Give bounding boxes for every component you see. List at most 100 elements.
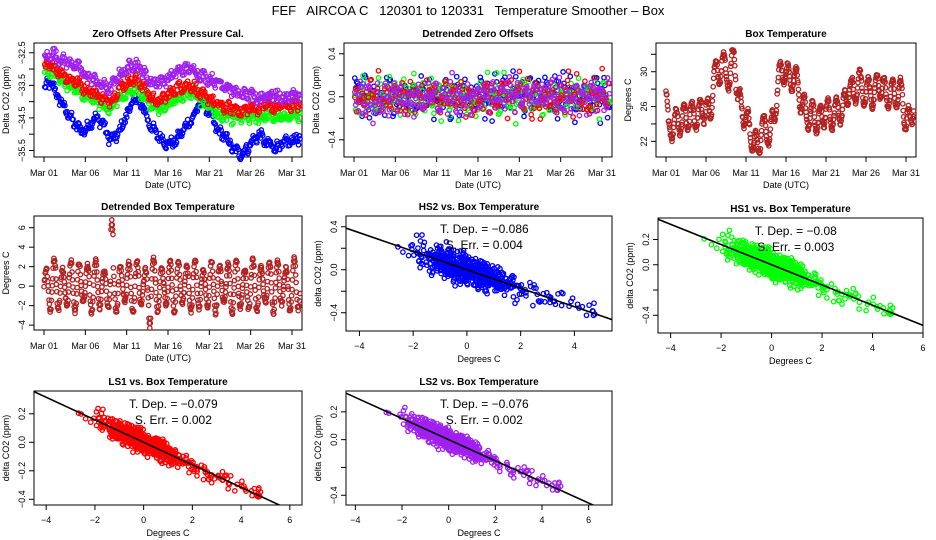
data-point: [268, 288, 275, 295]
x-tick-label: Mar 01: [30, 341, 58, 351]
x-tick-label: Mar 26: [237, 168, 265, 178]
data-point: [293, 279, 299, 286]
data-point: [150, 90, 157, 97]
data-point: [128, 290, 135, 297]
data-point: [101, 76, 108, 83]
x-tick-label: Mar 16: [464, 168, 492, 178]
data-point: [111, 273, 117, 280]
data-point: [91, 71, 98, 78]
y-tick-label: −35.5: [17, 139, 27, 162]
x-tick-label: Mar 26: [547, 168, 575, 178]
data-point: [512, 73, 519, 80]
data-point: [53, 48, 59, 54]
data-point: [163, 83, 169, 90]
data-point: [90, 99, 97, 106]
data-point: [850, 285, 857, 292]
data-point: [583, 312, 590, 319]
data-point: [604, 114, 611, 121]
x-tick-label: Mar 21: [195, 168, 223, 178]
data-point: [254, 139, 260, 146]
data-point: [230, 110, 236, 117]
data-point: [570, 114, 576, 120]
x-tick-label: Mar 26: [237, 341, 265, 351]
data-point: [564, 77, 571, 84]
data-point: [206, 292, 212, 299]
data-point: [447, 78, 454, 85]
x-tick-label: Mar 31: [278, 168, 306, 178]
x-tick-label: 2: [518, 341, 523, 351]
data-point: [272, 285, 279, 291]
data-point: [227, 137, 233, 144]
data-point: [145, 89, 152, 96]
data-point: [521, 113, 527, 120]
data-point: [73, 126, 80, 133]
panel-title: HS1 vs. Box Temperature: [730, 204, 851, 215]
data-point: [246, 120, 253, 127]
data-point: [210, 93, 216, 99]
data-point: [62, 102, 68, 109]
y-tick-label: 0.0: [641, 259, 651, 272]
data-point: [178, 133, 185, 140]
y-tick-label: 26: [639, 102, 649, 112]
data-point: [501, 292, 508, 299]
data-point: [529, 116, 535, 122]
data-point: [881, 310, 887, 317]
data-point: [899, 91, 906, 98]
y-tick-label: 30: [639, 67, 649, 77]
data-point: [184, 61, 191, 67]
plot-frame: [655, 42, 917, 158]
data-point: [209, 268, 216, 275]
data-point: [727, 70, 734, 77]
data-point: [795, 91, 802, 98]
data-point: [375, 75, 382, 81]
x-tick-label: Mar 01: [652, 168, 680, 178]
data-point: [411, 70, 417, 77]
data-point: [830, 298, 837, 305]
data-point: [842, 296, 848, 302]
data-point: [145, 302, 152, 309]
data-point: [664, 98, 671, 105]
x-tick-label: Mar 06: [71, 341, 99, 351]
data-point: [166, 140, 173, 147]
data-point: [419, 232, 425, 238]
data-point: [599, 65, 606, 72]
y-tick-label: 6: [17, 225, 27, 230]
data-point: [856, 306, 862, 312]
data-point: [194, 108, 201, 115]
data-point: [110, 231, 116, 238]
x-axis-label: Degrees C: [769, 356, 813, 366]
data-point: [264, 285, 271, 292]
data-point: [484, 69, 491, 76]
data-point: [152, 126, 159, 133]
data-point: [50, 80, 57, 87]
data-point: [267, 138, 274, 145]
y-tick-label: −34.5: [17, 107, 27, 130]
data-point: [709, 104, 715, 111]
data-point: [120, 286, 126, 292]
x-tick-label: Mar 06: [381, 168, 409, 178]
data-point: [565, 68, 572, 75]
data-point: [489, 118, 495, 124]
data-point: [86, 273, 92, 280]
data-point: [166, 93, 172, 100]
x-tick-label: Mar 01: [340, 168, 368, 178]
x-axis-label: Date (UTC): [455, 180, 501, 190]
series-box-temperature: [663, 47, 917, 157]
x-tick-label: −4: [665, 343, 675, 353]
data-point: [123, 111, 129, 118]
data-point: [61, 99, 68, 106]
data-point: [295, 118, 302, 125]
data-point: [127, 60, 134, 66]
data-point: [260, 281, 266, 288]
data-point: [290, 104, 297, 110]
x-tick-label: −2: [716, 343, 726, 353]
data-point: [910, 108, 917, 114]
data-point: [114, 134, 120, 140]
data-point: [123, 95, 129, 102]
data-point: [530, 302, 536, 309]
x-tick-label: 0: [769, 343, 774, 353]
data-point: [528, 111, 535, 118]
data-point: [452, 283, 458, 289]
x-tick-label: Mar 31: [278, 341, 306, 351]
